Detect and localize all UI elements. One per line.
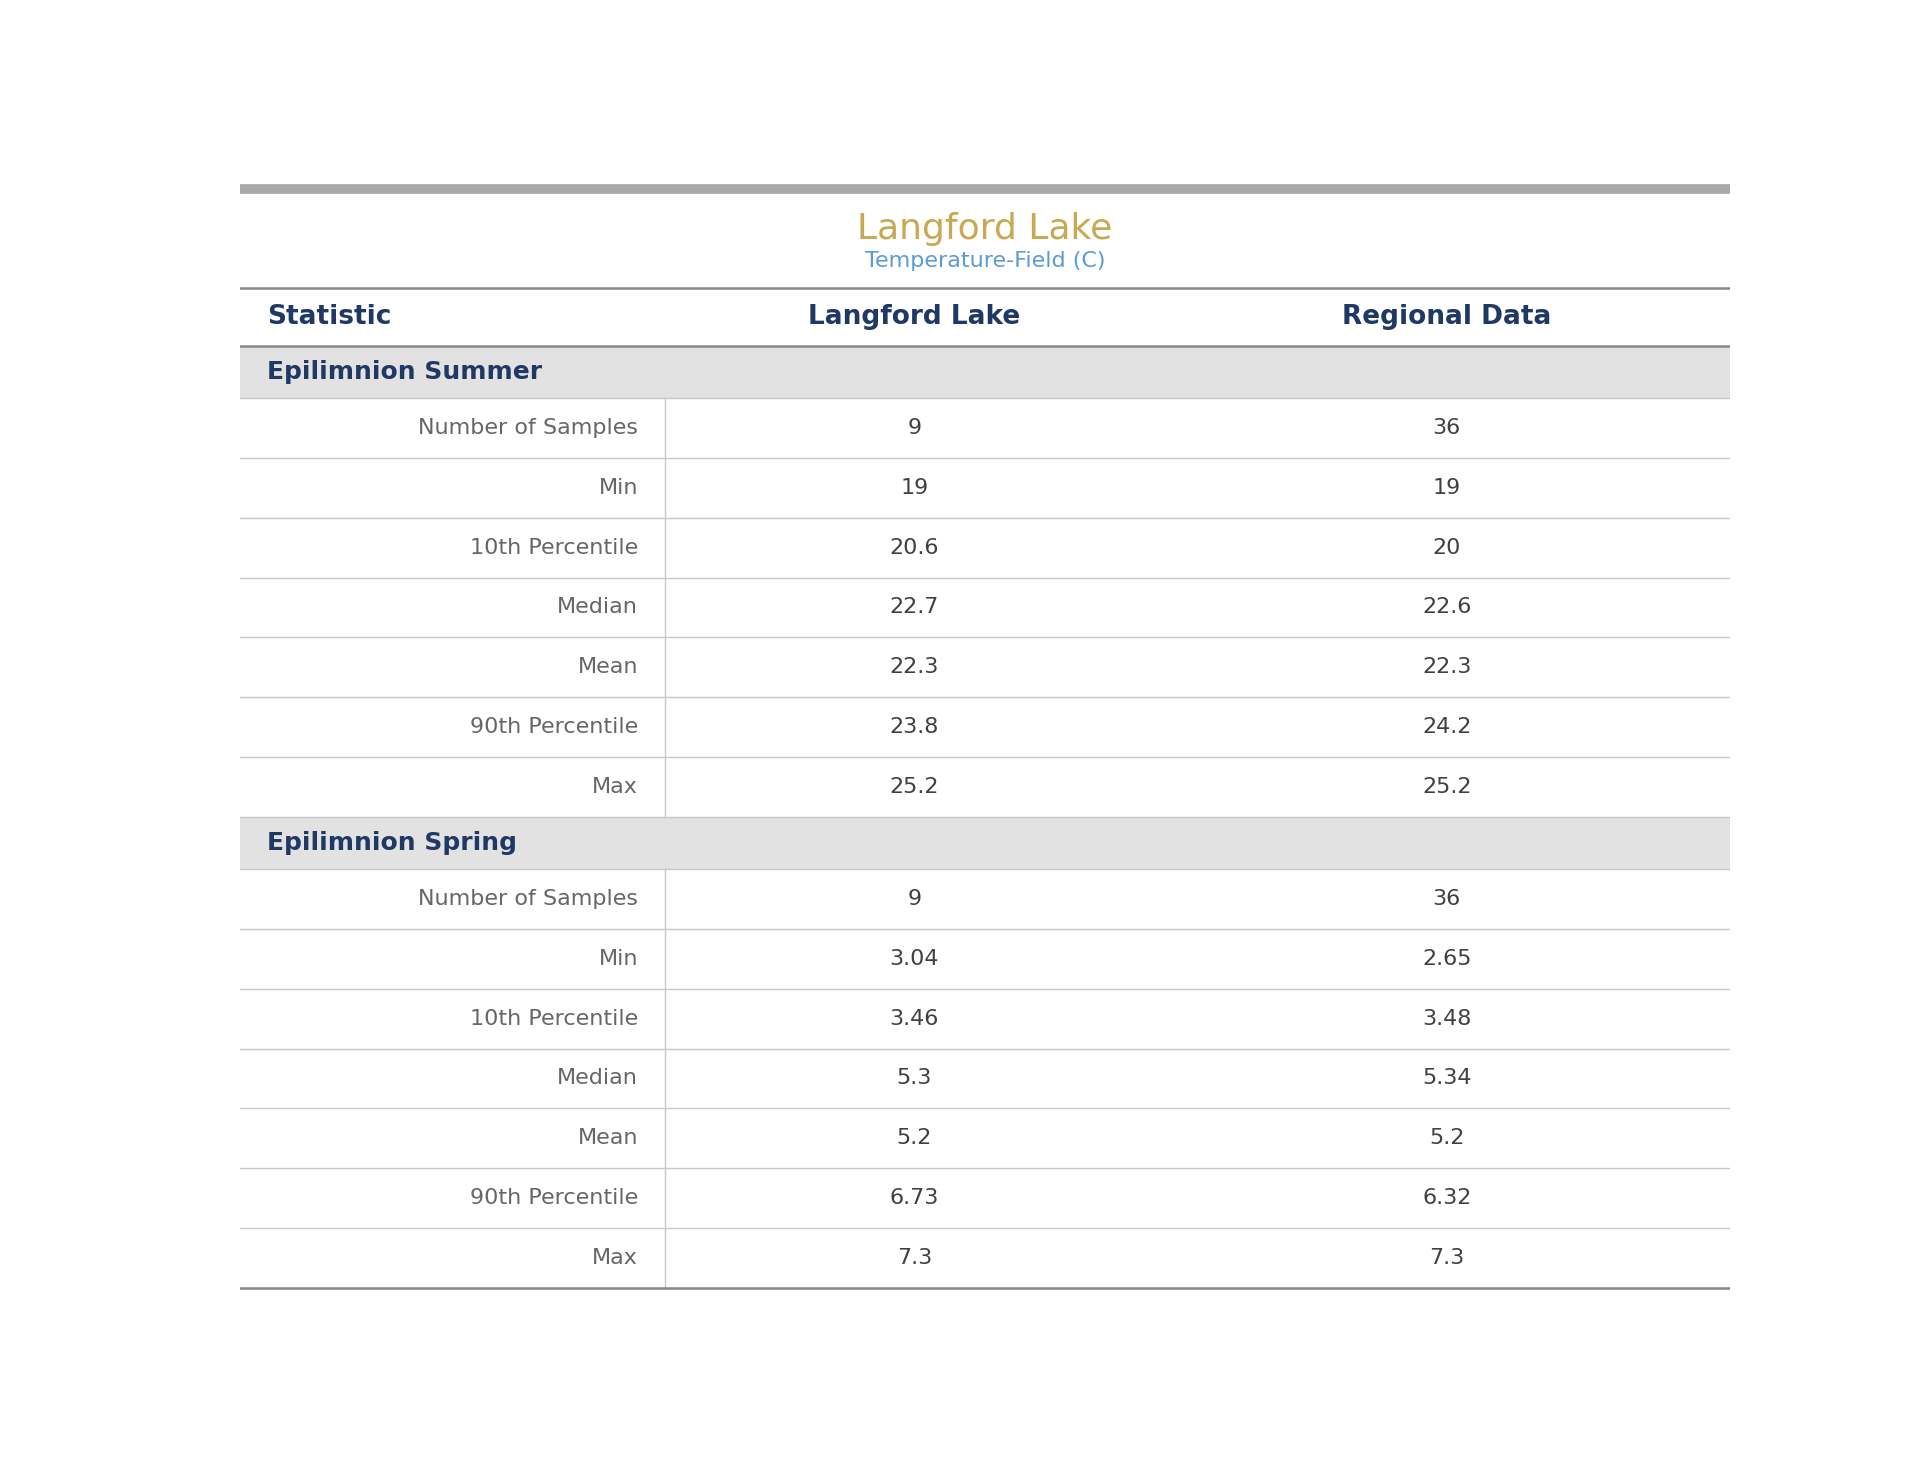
Text: 23.8: 23.8: [890, 717, 940, 737]
Text: Langford Lake: Langford Lake: [857, 212, 1113, 247]
Text: 3.48: 3.48: [1422, 1009, 1472, 1029]
Text: 36: 36: [1432, 889, 1461, 908]
Bar: [240, 988, 1730, 1048]
Text: 19: 19: [1432, 477, 1461, 498]
Text: 20.6: 20.6: [890, 537, 940, 558]
Text: Epilimnion Spring: Epilimnion Spring: [267, 831, 517, 856]
Bar: [240, 518, 1730, 578]
Text: Median: Median: [557, 597, 638, 618]
Text: Mean: Mean: [577, 1129, 638, 1149]
Text: Max: Max: [592, 1248, 638, 1269]
Text: Epilimnion Summer: Epilimnion Summer: [267, 361, 542, 384]
Text: 19: 19: [899, 477, 928, 498]
Text: Median: Median: [557, 1069, 638, 1089]
Text: 9: 9: [907, 889, 921, 908]
Bar: [240, 346, 1730, 397]
Bar: [240, 929, 1730, 988]
Text: Min: Min: [598, 477, 638, 498]
Text: 25.2: 25.2: [1422, 777, 1472, 797]
Text: 24.2: 24.2: [1422, 717, 1472, 737]
Text: Number of Samples: Number of Samples: [417, 889, 638, 908]
Bar: [240, 818, 1730, 869]
Bar: [240, 397, 1730, 457]
Text: 5.2: 5.2: [896, 1129, 932, 1149]
Text: 3.04: 3.04: [890, 949, 940, 968]
Text: 22.7: 22.7: [890, 597, 940, 618]
Text: 5.34: 5.34: [1422, 1069, 1472, 1089]
Bar: [240, 758, 1730, 818]
Text: 10th Percentile: 10th Percentile: [469, 1009, 638, 1029]
Text: 36: 36: [1432, 418, 1461, 438]
Text: Langford Lake: Langford Lake: [807, 304, 1021, 330]
Text: 22.3: 22.3: [890, 657, 940, 677]
Bar: [240, 638, 1730, 698]
Text: 3.46: 3.46: [890, 1009, 940, 1029]
Text: Min: Min: [598, 949, 638, 968]
Bar: [240, 1108, 1730, 1168]
Text: 90th Percentile: 90th Percentile: [469, 1188, 638, 1209]
Bar: [240, 1048, 1730, 1108]
Text: 90th Percentile: 90th Percentile: [469, 717, 638, 737]
Text: 2.65: 2.65: [1422, 949, 1472, 968]
Text: Temperature-Field (C): Temperature-Field (C): [865, 251, 1105, 270]
Text: 22.3: 22.3: [1422, 657, 1472, 677]
Text: 7.3: 7.3: [1430, 1248, 1465, 1269]
Text: 25.2: 25.2: [890, 777, 940, 797]
Bar: [240, 578, 1730, 638]
Text: 7.3: 7.3: [898, 1248, 932, 1269]
Text: Max: Max: [592, 777, 638, 797]
Text: Regional Data: Regional Data: [1342, 304, 1551, 330]
Text: 5.3: 5.3: [896, 1069, 932, 1089]
Text: 5.2: 5.2: [1430, 1129, 1465, 1149]
Bar: [240, 869, 1730, 929]
Bar: [240, 1228, 1730, 1288]
Text: 6.32: 6.32: [1422, 1188, 1472, 1209]
Text: Number of Samples: Number of Samples: [417, 418, 638, 438]
Bar: [240, 457, 1730, 518]
Bar: [240, 698, 1730, 758]
Text: 20: 20: [1432, 537, 1461, 558]
Text: 6.73: 6.73: [890, 1188, 940, 1209]
Text: Mean: Mean: [577, 657, 638, 677]
Bar: [240, 1168, 1730, 1228]
Text: 10th Percentile: 10th Percentile: [469, 537, 638, 558]
Text: Statistic: Statistic: [267, 304, 392, 330]
Text: 22.6: 22.6: [1422, 597, 1472, 618]
Text: 9: 9: [907, 418, 921, 438]
